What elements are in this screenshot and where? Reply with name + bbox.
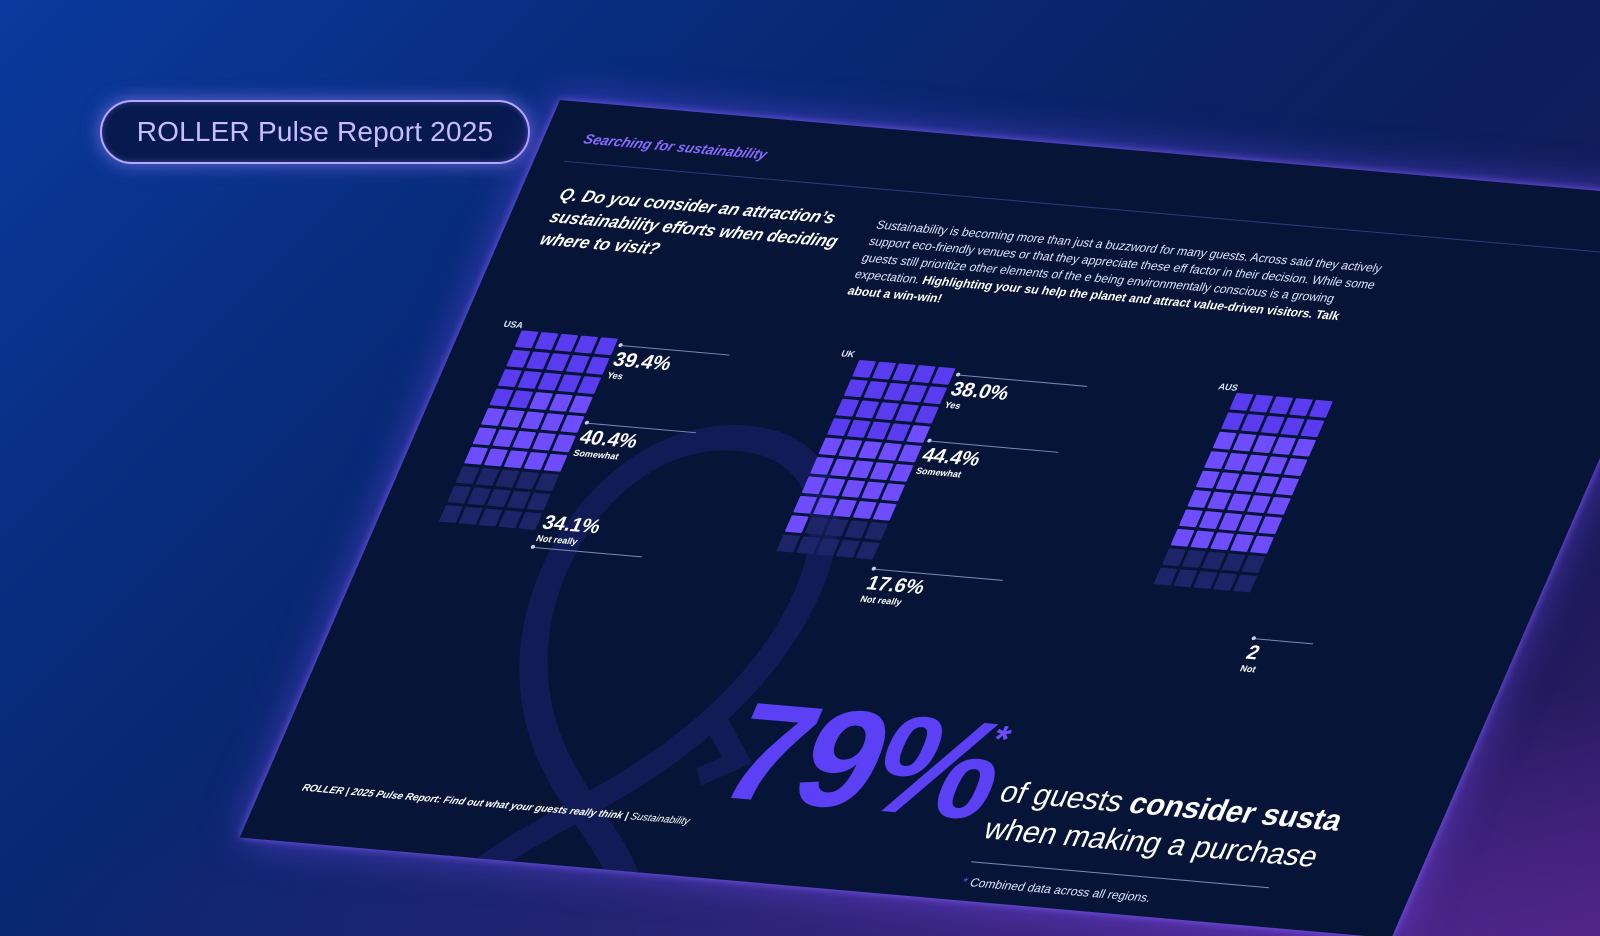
waffle-cell-aus-yes: [1308, 399, 1333, 418]
section-title: Searching for sustainability: [581, 130, 771, 163]
footnote: * Combined data across all regions.: [960, 875, 1154, 905]
waffle-aus: [1153, 392, 1333, 593]
intro-paragraph: Sustainability is becoming more than jus…: [845, 217, 1397, 345]
waffle-cell-aus-somewhat: [1249, 535, 1274, 554]
stat-usa-yes: 39.4% Yes: [605, 349, 675, 385]
report-page: Searching for sustainability Q. Do you c…: [239, 100, 1600, 936]
waffle-cell-usa-yes: [585, 356, 610, 375]
region-label-usa: USA: [501, 318, 526, 331]
stat-uk-not: 17.6% Not really: [859, 573, 929, 609]
stat-aus-not-value: 2: [1242, 642, 1264, 665]
waffle-cell-aus-not-really: [1233, 574, 1258, 593]
stat-uk-yes: 38.0% Yes: [943, 378, 1013, 414]
waffle-cell-uk-yes: [923, 386, 948, 405]
waffle-cell-uk-yes: [931, 366, 956, 385]
waffle-cell-aus-somewhat: [1275, 477, 1300, 496]
headline-stat: 79%: [698, 672, 1031, 849]
headline-text-1: of guests: [994, 775, 1138, 820]
region-label-uk: UK: [839, 348, 857, 360]
waffle-cell-aus-somewhat: [1283, 458, 1308, 477]
waffle-cell-aus-somewhat: [1292, 438, 1317, 457]
waffle-cell-aus-somewhat: [1258, 516, 1283, 535]
report-title-label: ROLLER Pulse Report 2025: [136, 116, 494, 147]
footnote-text: Combined data across all regions.: [967, 875, 1154, 905]
waffle-cell-aus-not-really: [1241, 555, 1266, 574]
waffle-cell-aus-yes: [1300, 419, 1325, 438]
waffle-cell-usa-yes: [594, 337, 619, 356]
stat-aus-not-label: Not: [1238, 663, 1258, 675]
region-label-aus: AUS: [1216, 381, 1240, 393]
stat-aus-not: 2 Not: [1239, 642, 1267, 674]
waffle-cell-aus-somewhat: [1266, 496, 1291, 515]
survey-question: Q. Do you consider an attraction’s susta…: [536, 184, 842, 259]
report-title-badge: ROLLER Pulse Report 2025: [100, 100, 530, 164]
headline-description: of guests consider susta when making a p…: [977, 774, 1446, 886]
stat-uk-somewhat: 44.4% Somewhat: [914, 444, 984, 480]
